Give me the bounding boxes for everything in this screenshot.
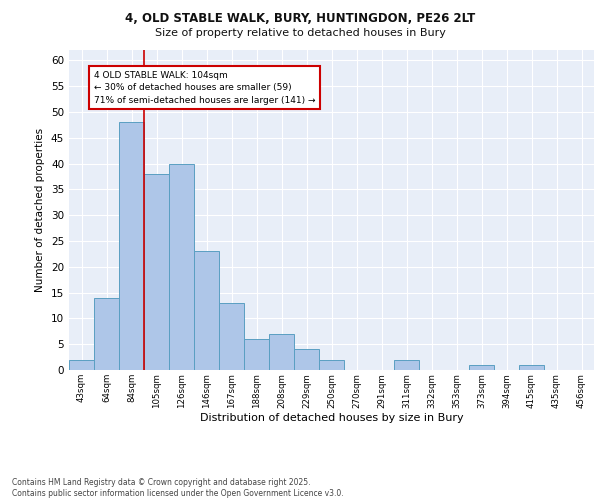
X-axis label: Distribution of detached houses by size in Bury: Distribution of detached houses by size … — [200, 413, 463, 423]
Text: 4 OLD STABLE WALK: 104sqm
← 30% of detached houses are smaller (59)
71% of semi-: 4 OLD STABLE WALK: 104sqm ← 30% of detac… — [94, 70, 316, 104]
Bar — [69, 360, 94, 370]
Bar — [294, 350, 319, 370]
Bar — [319, 360, 344, 370]
Bar — [244, 339, 269, 370]
Bar — [219, 303, 244, 370]
Text: Size of property relative to detached houses in Bury: Size of property relative to detached ho… — [155, 28, 445, 38]
Bar — [269, 334, 294, 370]
Bar — [144, 174, 169, 370]
Bar — [169, 164, 194, 370]
Y-axis label: Number of detached properties: Number of detached properties — [35, 128, 46, 292]
Bar — [94, 298, 119, 370]
Bar — [119, 122, 144, 370]
Bar — [469, 365, 494, 370]
Bar — [394, 360, 419, 370]
Text: 4, OLD STABLE WALK, BURY, HUNTINGDON, PE26 2LT: 4, OLD STABLE WALK, BURY, HUNTINGDON, PE… — [125, 12, 475, 26]
Bar — [194, 252, 219, 370]
Bar — [519, 365, 544, 370]
Text: Contains HM Land Registry data © Crown copyright and database right 2025.
Contai: Contains HM Land Registry data © Crown c… — [12, 478, 344, 498]
